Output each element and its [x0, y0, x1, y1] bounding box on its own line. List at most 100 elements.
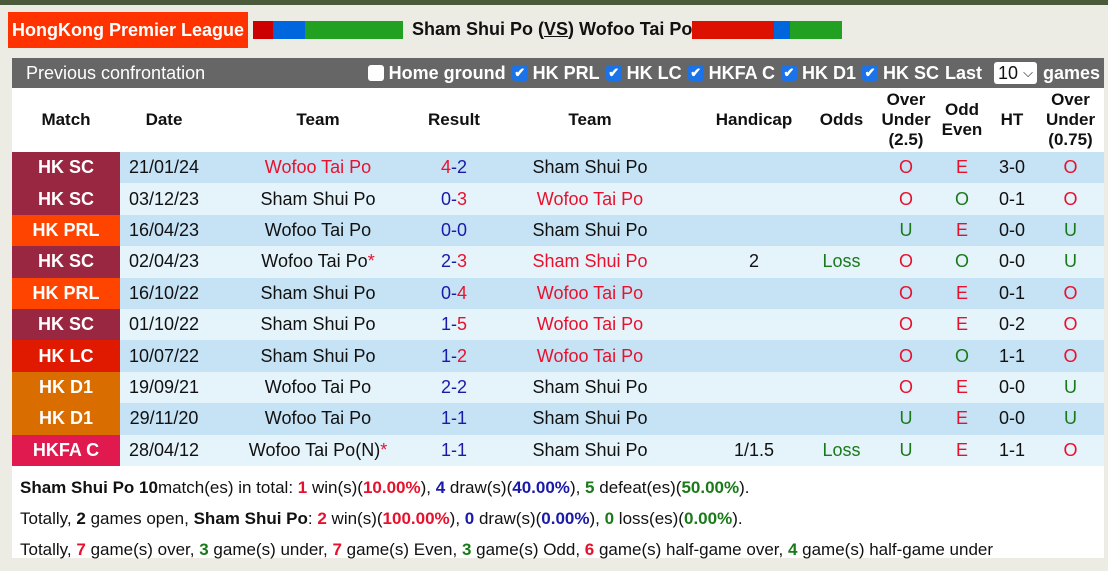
away-team[interactable]: Sham Shui Po — [480, 434, 700, 466]
match-league[interactable]: HK SC — [12, 183, 120, 215]
home-team-name[interactable]: Sham Shui Po — [412, 19, 534, 39]
table-row[interactable]: HK SC 03/12/23 Sham Shui Po 0-3 Wofoo Tai Po… — [12, 183, 1104, 215]
away-team[interactable]: Wofoo Tai Po — [480, 183, 700, 215]
result[interactable]: 0-0 — [428, 214, 480, 247]
home-team[interactable]: Sham Shui Po — [208, 277, 428, 309]
last-games-select[interactable]: 10 ⌵ — [994, 62, 1037, 84]
home-team[interactable]: Wofoo Tai Po — [208, 371, 428, 404]
home-team[interactable]: Sham Shui Po — [208, 183, 428, 215]
summary-segment: Sham Shui Po — [193, 508, 308, 528]
away-team[interactable]: Sham Shui Po — [480, 246, 700, 278]
filter-hk-d1[interactable]: ✔ HK D1 — [781, 63, 856, 84]
home-team[interactable]: Wofoo Tai Po* — [208, 246, 428, 278]
table-row[interactable]: HK PRL 16/04/23 Wofoo Tai Po 0-0 Sham Shui P… — [12, 214, 1104, 247]
team-name[interactable]: Wofoo Tai Po — [264, 157, 372, 178]
team-name[interactable]: Wofoo Tai Po — [264, 219, 372, 240]
away-team[interactable]: Sham Shui Po — [480, 371, 700, 404]
team-name[interactable]: Sham Shui Po — [260, 314, 376, 335]
team-name[interactable]: Sham Shui Po — [260, 345, 376, 366]
result[interactable]: 1-5 — [428, 308, 480, 341]
result[interactable]: 0-4 — [428, 277, 480, 309]
filter-hk-prl[interactable]: ✔ HK PRL — [511, 63, 600, 84]
home-team[interactable]: Wofoo Tai Po — [208, 152, 428, 184]
home-team[interactable]: Sham Shui Po — [208, 340, 428, 372]
column-header: Odds — [819, 110, 864, 129]
summary-segment: 7 — [76, 539, 86, 559]
away-team-name[interactable]: Wofoo Tai Po — [579, 19, 693, 39]
table-row[interactable]: HK LC 10/07/22 Sham Shui Po 1-2 Wofoo Tai Po… — [12, 340, 1104, 372]
table-row[interactable]: HK SC 21/01/24 Wofoo Tai Po 4-2 Sham Shui Po… — [12, 152, 1104, 184]
filter-hk-lc[interactable]: ✔ HK LC — [605, 63, 682, 84]
checkbox-checked-icon[interactable]: ✔ — [781, 65, 797, 81]
filter-hk-sc[interactable]: ✔ HK SC — [862, 63, 939, 84]
home-team[interactable]: Sham Shui Po — [208, 308, 428, 341]
last-label: Last — [945, 62, 983, 83]
match-league[interactable]: HK SC — [12, 152, 120, 184]
away-team[interactable]: Wofoo Tai Po — [480, 340, 700, 372]
home-team[interactable]: Wofoo Tai Po(N)* — [208, 434, 428, 466]
table-row[interactable]: HK D1 29/11/20 Wofoo Tai Po 1-1 Sham Shui Po… — [12, 403, 1104, 435]
odds-result: Loss — [808, 434, 875, 466]
away-team[interactable]: Wofoo Tai Po — [480, 277, 700, 309]
team-name[interactable]: Wofoo Tai Po — [264, 408, 372, 429]
summary-segment: game(s) half-game under — [797, 539, 994, 559]
match-league[interactable]: HK SC — [12, 308, 120, 341]
match-league[interactable]: HK D1 — [12, 403, 120, 435]
table-row[interactable]: HK SC 01/10/22 Sham Shui Po 1-5 Wofoo Tai Po… — [12, 308, 1104, 341]
team-name[interactable]: Sham Shui Po — [260, 188, 376, 209]
half-time: 0-0 — [987, 246, 1037, 278]
team-name[interactable]: Wofoo Tai Po(N) — [248, 439, 381, 460]
result[interactable]: 0-3 — [428, 183, 480, 215]
table-row[interactable]: HK D1 19/09/21 Wofoo Tai Po 2-2 Sham Shui Po… — [12, 371, 1104, 404]
result[interactable]: 1-1 — [428, 434, 480, 466]
match-league[interactable]: HK PRL — [12, 214, 120, 247]
checkbox-unchecked-icon[interactable] — [367, 65, 384, 81]
match-league[interactable]: HK LC — [12, 340, 120, 372]
result[interactable]: 2-2 — [428, 371, 480, 404]
summary-segment: ), — [589, 508, 605, 528]
checkbox-checked-icon[interactable]: ✔ — [605, 65, 622, 81]
checkbox-checked-icon[interactable]: ✔ — [511, 65, 528, 81]
away-team[interactable]: Sham Shui Po — [480, 403, 700, 435]
match-league[interactable]: HK SC — [12, 246, 120, 278]
vs-link[interactable]: VS — [544, 19, 569, 39]
filter-label: HK D1 — [802, 62, 857, 83]
filter-hkfa-c[interactable]: ✔ HKFA C — [687, 63, 775, 84]
summary-segment: 50.00% — [681, 477, 740, 497]
team-name[interactable]: Sham Shui Po — [260, 282, 376, 303]
away-score: 2 — [457, 345, 468, 366]
match-league[interactable]: HK D1 — [12, 371, 120, 404]
home-score: 0 — [440, 188, 451, 209]
match-league[interactable]: HKFA C — [12, 434, 120, 466]
summary-segment: : — [307, 508, 318, 528]
match-date: 01/10/22 — [120, 308, 208, 341]
away-team[interactable]: Sham Shui Po — [480, 214, 700, 247]
table-row[interactable]: HKFA C 28/04/12 Wofoo Tai Po(N)* 1-1 Sham Sh… — [12, 434, 1104, 466]
result[interactable]: 2-3 — [428, 246, 480, 278]
over-under-075: U — [1037, 403, 1104, 435]
table-row[interactable]: HK SC 02/04/23 Wofoo Tai Po* 2-3 Sham Shui P… — [12, 246, 1104, 278]
away-team[interactable]: Wofoo Tai Po — [480, 308, 700, 341]
summary-segment: ), — [420, 477, 436, 497]
home-team[interactable]: Wofoo Tai Po — [208, 403, 428, 435]
summary-segment: Totally, — [20, 508, 77, 528]
summary-segment: game(s) Even, — [341, 539, 462, 559]
match-league[interactable]: HK PRL — [12, 277, 120, 309]
league-badge[interactable]: HongKong Premier League — [8, 12, 248, 48]
checkbox-checked-icon[interactable]: ✔ — [687, 65, 704, 81]
filter-home-ground[interactable]: Home ground — [367, 63, 506, 84]
result[interactable]: 1-1 — [428, 403, 480, 435]
team-name[interactable]: Wofoo Tai Po — [261, 251, 368, 272]
table-row[interactable]: HK PRL 16/10/22 Sham Shui Po 0-4 Wofoo Tai P… — [12, 277, 1104, 309]
away-form-bar — [692, 21, 842, 39]
form-segment — [273, 21, 305, 39]
result[interactable]: 4-2 — [428, 152, 480, 184]
team-name[interactable]: Wofoo Tai Po — [264, 376, 372, 397]
checkbox-checked-icon[interactable]: ✔ — [862, 65, 879, 81]
half-time: 1-1 — [987, 434, 1037, 466]
result[interactable]: 1-2 — [428, 340, 480, 372]
over-under: O — [875, 340, 937, 372]
handicap: 1/1.5 — [700, 434, 808, 466]
away-team[interactable]: Sham Shui Po — [480, 152, 700, 184]
home-team[interactable]: Wofoo Tai Po — [208, 214, 428, 247]
